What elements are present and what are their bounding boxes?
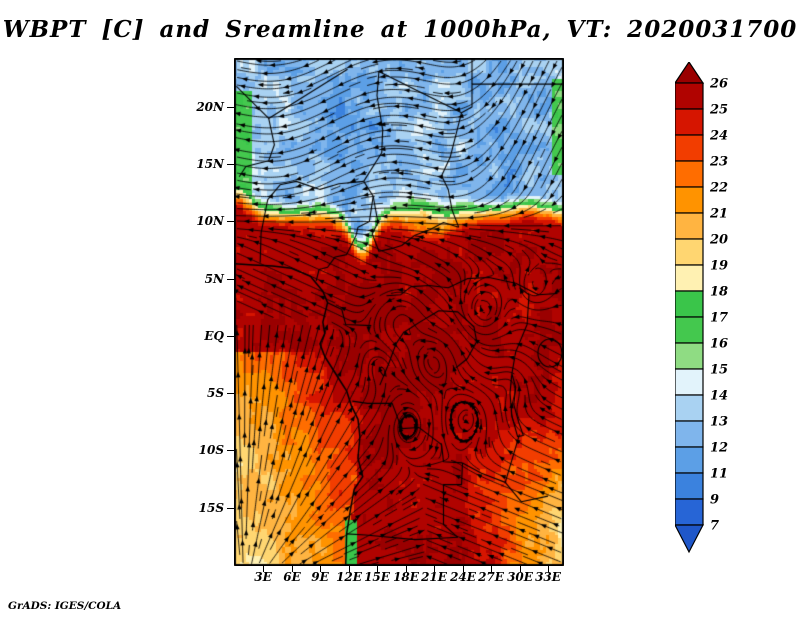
lon-tick-label: 33E — [535, 570, 561, 584]
lon-tick-mark — [434, 566, 435, 572]
colorbar-label: 11 — [710, 467, 728, 482]
lat-tick-label: 5S — [206, 386, 224, 400]
colorbar-arrow-above — [675, 62, 705, 84]
lon-tick-label: 27E — [478, 570, 504, 584]
lon-tick-label: 24E — [450, 570, 476, 584]
colorbar-segment — [675, 134, 704, 162]
colorbar-label: 23 — [709, 155, 728, 170]
colorbar-label: 25 — [709, 103, 728, 118]
lon-tick-mark — [548, 566, 549, 572]
lat-tick-label: EQ — [204, 329, 224, 343]
colorbar-label: 21 — [709, 207, 728, 222]
colorbar-label: 9 — [710, 493, 719, 508]
lon-tick-mark — [263, 566, 264, 572]
lat-tick-mark — [227, 221, 234, 222]
colorbar-segment — [675, 472, 704, 500]
lat-tick-label: 5N — [204, 272, 224, 286]
colorbar-label: 18 — [710, 285, 728, 300]
colorbar-segment — [675, 160, 704, 188]
lon-tick-label: 12E — [336, 570, 362, 584]
lon-tick-label: 3E — [254, 570, 272, 584]
colorbar-label: 20 — [709, 233, 728, 248]
colorbar-label: 15 — [710, 363, 728, 378]
lat-tick-label: 15N — [196, 157, 224, 171]
lat-tick-mark — [227, 450, 234, 451]
lat-tick-label: 10S — [198, 443, 224, 457]
colorbar-legend: 26 25 24 23 22 21 20 19 18 17 16 15 14 13 12 11 9 7 — [675, 62, 728, 554]
colorbar-label: 22 — [709, 181, 728, 196]
colorbar-segment — [675, 212, 704, 240]
lon-tick-mark — [406, 566, 407, 572]
colorbar-segment — [675, 186, 704, 214]
lon-tick-mark — [292, 566, 293, 572]
colorbar-segment — [675, 238, 704, 266]
lon-tick-mark — [377, 566, 378, 572]
lat-tick-label: 20N — [196, 100, 224, 114]
lon-tick-label: 30E — [507, 570, 533, 584]
colorbar-segment — [675, 498, 704, 526]
lat-tick-mark — [227, 508, 234, 509]
colorbar-segment — [675, 290, 704, 318]
colorbar-label: 24 — [709, 129, 728, 144]
lon-tick-label: 21E — [421, 570, 447, 584]
lon-tick-mark — [491, 566, 492, 572]
lat-tick-mark — [227, 164, 234, 165]
colorbar-segment — [675, 316, 704, 344]
lon-tick-label: 15E — [364, 570, 390, 584]
colorbar-segment — [675, 368, 704, 396]
lat-tick-mark — [227, 107, 234, 108]
colorbar-label: 14 — [710, 389, 728, 404]
colorbar-label: 19 — [710, 259, 728, 274]
lon-tick-mark — [320, 566, 321, 572]
colorbar-label: 26 — [709, 77, 728, 92]
lat-tick-label: 15S — [198, 501, 224, 515]
lon-tick-mark — [349, 566, 350, 572]
lon-tick-label: 18E — [393, 570, 419, 584]
colorbar-segment — [675, 342, 704, 370]
colorbar-label: 13 — [710, 415, 728, 430]
colorbar-arrow-below — [675, 524, 704, 554]
lat-tick-mark — [227, 279, 234, 280]
colorbar-segment — [675, 264, 704, 292]
map-canvas — [234, 58, 564, 566]
colorbar-segment — [675, 420, 704, 448]
colorbar-label: 7 — [710, 519, 719, 534]
colorbar-label: 16 — [710, 337, 728, 352]
lon-tick-mark — [463, 566, 464, 572]
lon-tick-mark — [520, 566, 521, 572]
lat-tick-mark — [227, 393, 234, 394]
lon-tick-label: 9E — [311, 570, 329, 584]
colorbar-segment — [675, 394, 704, 422]
plot-title: WBPT [C] and Sreamline at 1000hPa, VT: 2… — [2, 16, 798, 43]
colorbar-segment — [675, 446, 704, 474]
colorbar-segment — [675, 108, 704, 136]
colorbar-label: 12 — [710, 441, 728, 456]
grads-credit: GrADS: IGES/COLA — [8, 600, 122, 612]
colorbar-label: 17 — [710, 311, 728, 326]
colorbar-segment — [675, 82, 704, 110]
lon-tick-label: 6E — [283, 570, 301, 584]
lat-tick-label: 10N — [196, 214, 224, 228]
lat-tick-mark — [227, 336, 234, 337]
